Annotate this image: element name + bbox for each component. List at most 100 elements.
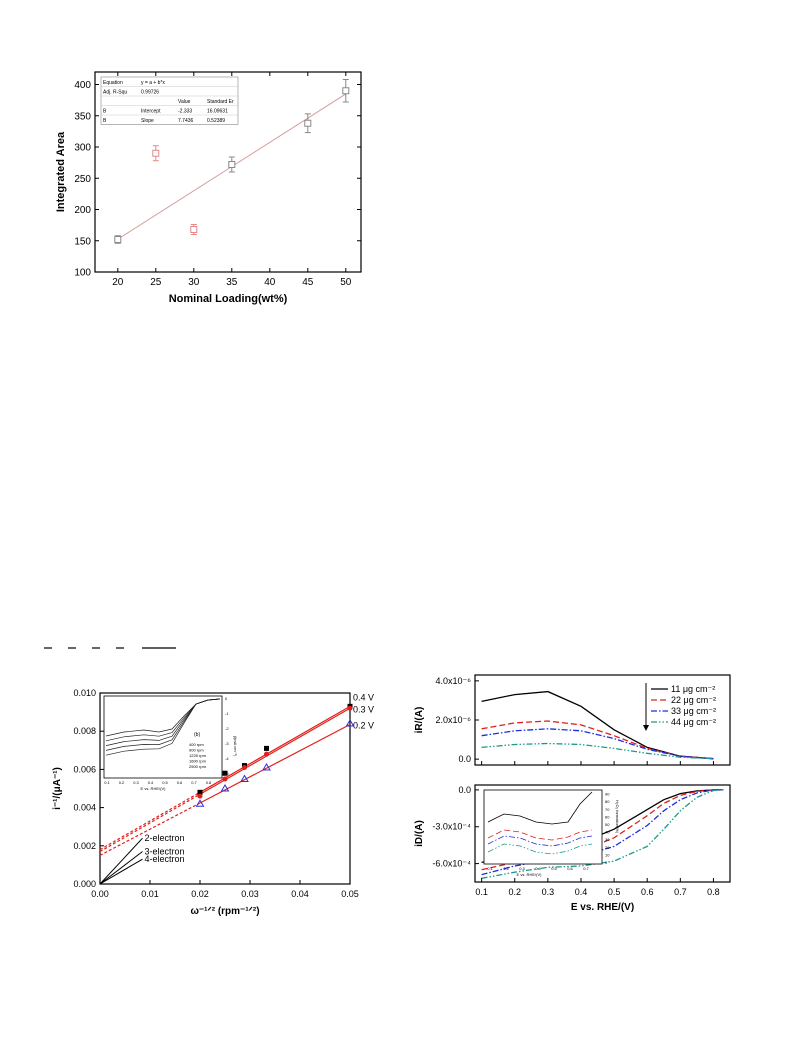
- marker-circle: [347, 705, 353, 711]
- marker-circle: [197, 793, 203, 799]
- integrated-area-chart: 20 25 30 35 40 45 50 100 150 200 250 300 350 400 Nomin…: [55, 71, 362, 305]
- fit-extrapolation: [99, 791, 201, 851]
- plot-frame: [94, 71, 362, 273]
- x-axis-label: Nominal Loading(wt%): [169, 293, 288, 305]
- y-tick-label: -3.0x10⁻⁴: [432, 822, 471, 832]
- fit-table-cell: Equation: [103, 80, 123, 86]
- fit-extrapolation: [99, 793, 201, 853]
- series-line: [481, 789, 724, 876]
- y-tick-label: 150: [74, 236, 91, 247]
- inset-x-tick: 0.2: [503, 866, 509, 871]
- inset-y-tick: 10: [605, 852, 610, 857]
- x-tick-label: 0.5: [608, 887, 621, 897]
- reference-label: 4-electron: [145, 854, 185, 864]
- fit-line: [199, 705, 351, 793]
- fit-table-cell: Slope: [141, 118, 154, 124]
- y-tick-label: 350: [74, 111, 91, 122]
- inset-h2o2-curve: [487, 843, 593, 855]
- x-tick-label: 40: [264, 277, 276, 288]
- inset-y-tick: -1: [225, 711, 229, 716]
- inset-x-tick: 0.6: [177, 780, 183, 785]
- legend-label: 44 μg cm⁻²: [671, 717, 716, 727]
- fit-line: [199, 707, 351, 795]
- inset-y-tick: 90: [605, 792, 610, 797]
- inset-y-tick: 30: [605, 837, 610, 842]
- y-tick-label: 0.004: [73, 803, 96, 813]
- inset-y-label: H₂O₂ formation(%): [615, 800, 620, 834]
- x-axis-label: ω⁻¹ᐟ² (rpm⁻¹ᐟ²): [190, 906, 259, 917]
- fit-table-cell: Value: [178, 99, 191, 105]
- inset-h2o2-curve: [487, 835, 593, 847]
- y-tick-label: 4.0x10⁻⁶: [436, 676, 472, 686]
- data-point: [342, 87, 350, 95]
- separator-rule: [44, 647, 176, 649]
- inset-x-tick: 0.3: [133, 780, 139, 785]
- inset-y-label: j/(mA cm⁻²): [233, 735, 238, 757]
- x-tick-label: 0.8: [707, 887, 720, 897]
- y-axis-label: i⁻¹/(μA⁻¹): [52, 767, 63, 810]
- fit-table-cell: B: [103, 118, 107, 124]
- y-tick-label: 200: [74, 205, 91, 216]
- y-tick-label: 0.008: [73, 726, 96, 736]
- fit-extrapolation: [99, 802, 201, 856]
- panel-frame: [474, 784, 731, 883]
- x-tick-label: 0.1: [475, 887, 488, 897]
- fit-table-box: [100, 76, 239, 125]
- inset-x-tick: 0.3: [519, 866, 525, 871]
- reference-line: [99, 837, 143, 885]
- x-tick-label: 0.4: [575, 887, 588, 897]
- marker-circle: [242, 764, 247, 770]
- inset-y-tick: -2: [225, 726, 229, 731]
- y-axis-label: iR/(A): [414, 707, 425, 734]
- inset-x-tick: 0.7: [583, 866, 589, 871]
- inset-h2o2-curve: [487, 829, 593, 841]
- marker-circle: [264, 751, 269, 757]
- x-tick-label: 0.01: [141, 889, 159, 899]
- inset-y-tick: 70: [605, 807, 610, 812]
- y-tick-label: 0.0: [458, 785, 471, 795]
- legend-label: 22 μg cm⁻²: [671, 695, 716, 705]
- reference-line: [99, 858, 143, 885]
- legend-label: 33 μg cm⁻²: [671, 706, 716, 716]
- inset-y-tick: -5: [225, 771, 229, 776]
- y-tick-label: 100: [74, 268, 91, 279]
- x-tick-label: 0.02: [191, 889, 209, 899]
- x-tick-label: 45: [302, 277, 314, 288]
- marker-triangle: [195, 799, 205, 807]
- inset-legend-item: 900 rpm: [189, 748, 204, 753]
- x-tick-label: 50: [340, 277, 352, 288]
- x-tick-label: 0.6: [641, 887, 654, 897]
- reference-label: 3-electron: [145, 847, 185, 857]
- fit-table-cell: Adj. R-Squ: [103, 90, 127, 96]
- inset-x-tick: 0.4: [535, 866, 541, 871]
- x-tick-label: 0.05: [341, 889, 359, 899]
- inset-x-tick: 0.6: [567, 866, 573, 871]
- inset-h2o2-curve: [487, 791, 593, 825]
- data-point: [304, 119, 312, 127]
- inset-rde-curve: [105, 698, 221, 756]
- inset-y-tick: 60: [605, 814, 610, 819]
- inset-x-tick: 0.7: [191, 780, 197, 785]
- koutecky-levich-chart: 0.00 0.01 0.02 0.03 0.04 0.05 0.000 0.002 0.004 0…: [52, 688, 374, 917]
- x-tick-label: 0.2: [508, 887, 521, 897]
- fit-line: [199, 723, 351, 804]
- series-label: 0.2 V: [353, 721, 374, 731]
- reference-line: [99, 851, 143, 885]
- x-tick-label: 0.03: [241, 889, 259, 899]
- marker-square: [264, 745, 269, 751]
- marker-triangle: [345, 719, 355, 727]
- inset-y-tick: 40: [605, 830, 610, 835]
- inset-y-tick: -3: [225, 741, 229, 746]
- inset-y-tick: -4: [225, 756, 229, 761]
- x-tick-label: 0.7: [674, 887, 687, 897]
- series-label: 0.3 V: [353, 704, 374, 714]
- data-point: [190, 226, 198, 233]
- inset-legend-item: 1225 rpm: [189, 753, 207, 758]
- fit-table-cell: 7.7436: [178, 118, 194, 124]
- inset-x-label: E vs. RHE/(V): [517, 872, 543, 877]
- plot-frame: [99, 692, 351, 885]
- x-axis-label: E vs. RHE/(V): [571, 902, 634, 913]
- inset-x-tick: 0.5: [551, 866, 557, 871]
- legend-arrow-head: [643, 725, 649, 731]
- legend-label: 11 μg cm⁻²: [671, 684, 715, 694]
